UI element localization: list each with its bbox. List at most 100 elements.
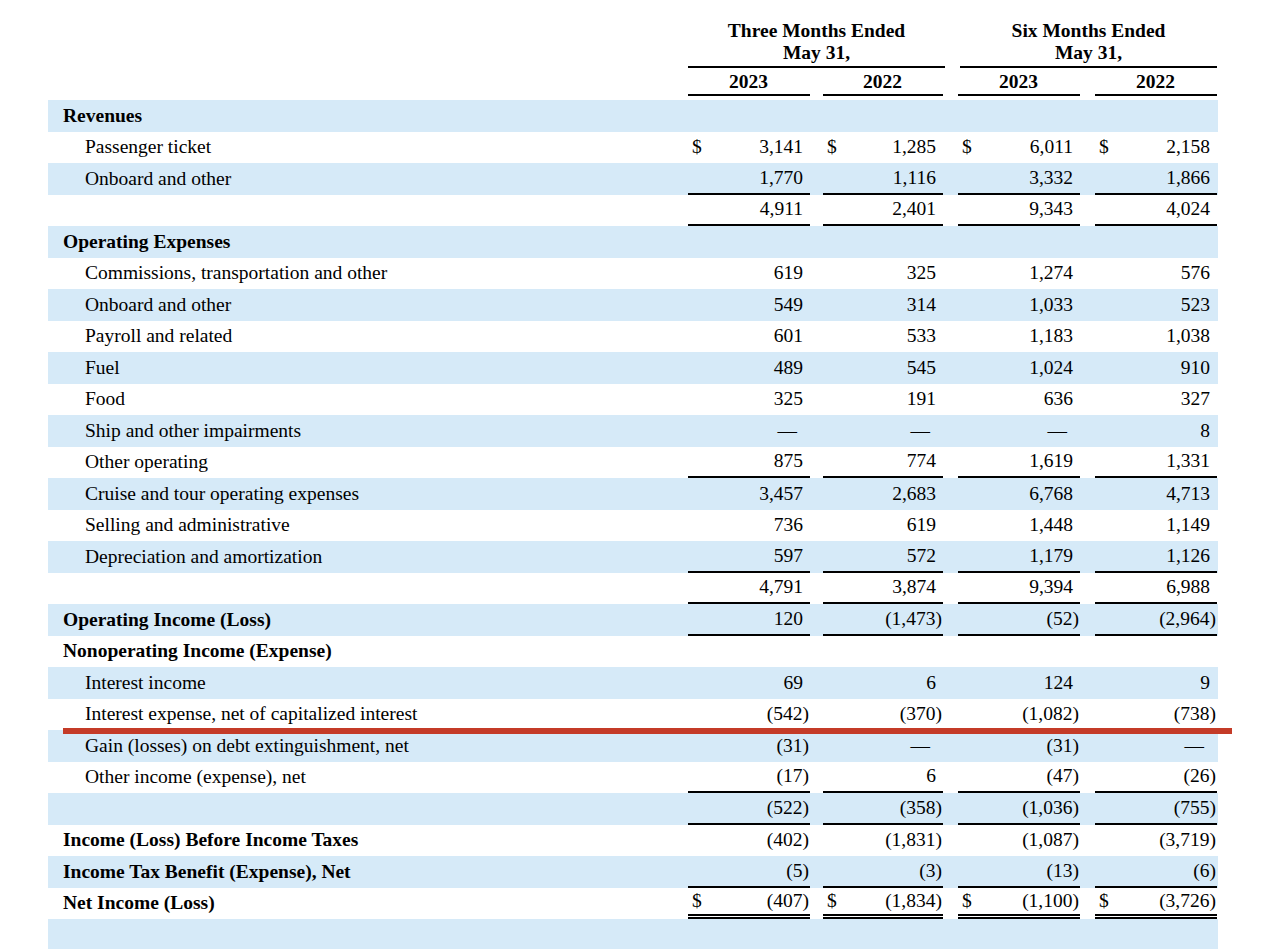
- value-cell: 6: [823, 762, 943, 794]
- value-column: 4,713: [1095, 478, 1218, 510]
- table-row: Revenues: [48, 100, 1218, 132]
- cell-value: 4,713: [1166, 483, 1216, 505]
- row-label: Ship and other impairments: [48, 415, 688, 447]
- value-cell: 572: [823, 541, 943, 573]
- value-cell: (370): [823, 699, 943, 731]
- value-column: [958, 226, 1095, 258]
- value-cell: [688, 100, 810, 132]
- table-row: Payroll and related 601 533 1,183 1,038: [48, 321, 1218, 353]
- value-cell: (2,964): [1095, 604, 1217, 636]
- cell-value: 4,024: [1166, 198, 1216, 220]
- value-cell: (26): [1095, 762, 1217, 794]
- value-column: (522): [688, 793, 823, 825]
- cell-value: (1,831): [885, 829, 942, 851]
- value-column: [688, 636, 823, 668]
- value-column: 736: [688, 510, 823, 542]
- value-column: 601: [688, 321, 823, 353]
- value-column: 576: [1095, 258, 1218, 290]
- value-column: 325: [823, 258, 958, 290]
- value-column: (52): [958, 604, 1095, 636]
- row-label: Onboard and other: [48, 289, 688, 321]
- currency-symbol: $: [827, 890, 837, 912]
- row-label: Operating Expenses: [48, 226, 688, 258]
- value-column: 549: [688, 289, 823, 321]
- value-cell: 325: [823, 258, 943, 290]
- value-cell: $3,141: [688, 132, 810, 164]
- value-cell: [688, 226, 810, 258]
- cell-value: —: [911, 735, 943, 757]
- cell-value: 69: [784, 672, 810, 694]
- value-column: [958, 919, 1095, 949]
- value-cell: (1,036): [958, 793, 1080, 825]
- value-cell: 4,791: [688, 573, 810, 605]
- cell-value: 1,285: [892, 136, 942, 158]
- value-cell: [958, 226, 1080, 258]
- value-column: [958, 100, 1095, 132]
- value-cell: [688, 919, 810, 949]
- row-label: [48, 919, 688, 949]
- cell-value: 1,033: [1029, 294, 1079, 316]
- value-cell: [1095, 919, 1217, 949]
- value-cell: 6,988: [1095, 573, 1217, 605]
- cell-value: 1,149: [1166, 514, 1216, 536]
- table-row: Gain (losses) on debt extinguishment, ne…: [48, 730, 1218, 762]
- cell-value: 8: [1200, 420, 1216, 442]
- cell-value: 124: [1044, 672, 1079, 694]
- value-cell: (3): [823, 856, 943, 888]
- value-cell: (1,082): [958, 699, 1080, 731]
- value-column: 1,866: [1095, 163, 1218, 195]
- value-column: (2,964): [1095, 604, 1218, 636]
- value-cell: (1,831): [823, 825, 943, 857]
- value-cell: 3,457: [688, 478, 810, 510]
- table-row: Income (Loss) Before Income Taxes (402) …: [48, 825, 1218, 857]
- cell-value: 576: [1181, 262, 1216, 284]
- value-column: $3,141: [688, 132, 823, 164]
- value-column: 1,619: [958, 447, 1095, 479]
- value-column: (17): [688, 762, 823, 794]
- value-column: 572: [823, 541, 958, 573]
- value-column: 6,768: [958, 478, 1095, 510]
- value-column: (13): [958, 856, 1095, 888]
- cell-value: (755): [1174, 797, 1216, 819]
- period-group-three-months: Three Months Ended May 31,: [688, 20, 958, 70]
- value-cell: 2,401: [823, 195, 943, 227]
- value-cell: 9,343: [958, 195, 1080, 227]
- cell-value: —: [911, 420, 943, 442]
- value-cell: 3,874: [823, 573, 943, 605]
- value-column: (370): [823, 699, 958, 731]
- value-column: 910: [1095, 352, 1218, 384]
- value-column: 3,874: [823, 573, 958, 605]
- cell-value: 3,874: [892, 576, 942, 598]
- row-label: Passenger ticket: [48, 132, 688, 164]
- value-column: 1,770: [688, 163, 823, 195]
- cell-value: —: [1185, 735, 1217, 757]
- value-cell: 1,274: [958, 258, 1080, 290]
- cell-value: 314: [907, 294, 942, 316]
- value-cell: 619: [823, 510, 943, 542]
- value-cell: [1095, 636, 1217, 668]
- value-cell: [823, 636, 943, 668]
- value-cell: (6): [1095, 856, 1217, 888]
- value-cell: 69: [688, 667, 810, 699]
- year-label: 2023: [688, 70, 810, 96]
- cell-value: 4,791: [759, 576, 809, 598]
- year-label: 2022: [823, 70, 943, 96]
- year-header-row: 2023 2022 2023 2022: [48, 70, 1218, 96]
- currency-symbol: $: [692, 890, 702, 912]
- table-row: Onboard and other 1,770 1,116 3,332 1,86…: [48, 163, 1218, 195]
- cell-value: 2,158: [1166, 136, 1216, 158]
- value-column: [823, 636, 958, 668]
- value-cell: —: [688, 415, 810, 447]
- value-cell: 533: [823, 321, 943, 353]
- value-cell: (17): [688, 762, 810, 794]
- row-label: Revenues: [48, 100, 688, 132]
- year-column-header: 2023: [958, 70, 1095, 96]
- currency-symbol: $: [1099, 136, 1109, 158]
- cell-value: (5): [786, 860, 809, 882]
- cell-value: 1,274: [1029, 262, 1079, 284]
- value-column: 325: [688, 384, 823, 416]
- cell-value: (3,726): [1159, 890, 1216, 912]
- value-cell: 4,911: [688, 195, 810, 227]
- row-label: Commissions, transportation and other: [48, 258, 688, 290]
- value-column: 6,988: [1095, 573, 1218, 605]
